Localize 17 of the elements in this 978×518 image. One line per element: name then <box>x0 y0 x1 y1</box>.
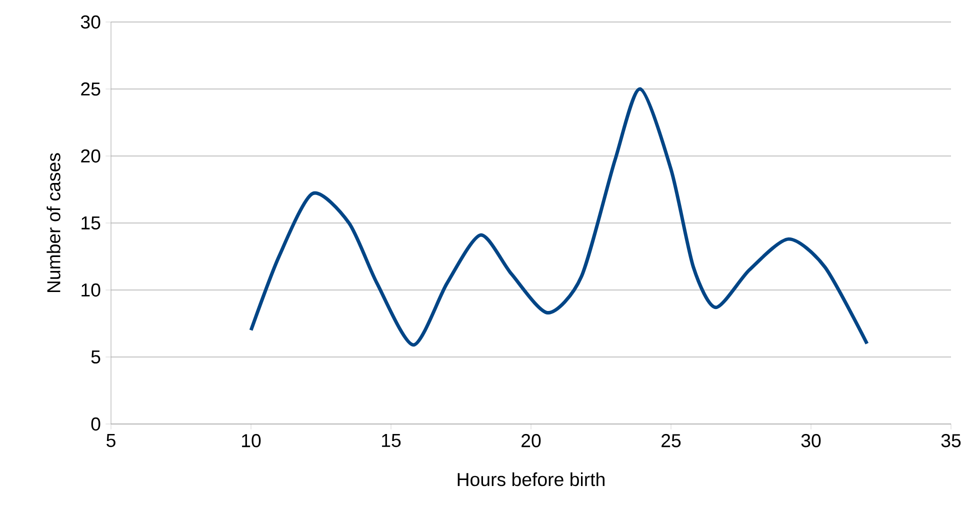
y-tick-label: 25 <box>81 82 100 96</box>
x-tick-label: 25 <box>662 434 681 448</box>
x-tick-label: 15 <box>382 434 401 448</box>
x-tick-label: 5 <box>106 434 116 448</box>
y-tick-label: 30 <box>80 15 100 29</box>
x-tick-label: 30 <box>801 434 821 448</box>
line-series <box>249 87 869 347</box>
y-tick-label: 15 <box>82 216 100 230</box>
y-tick-label: 10 <box>82 283 100 297</box>
y-tick-label: 20 <box>81 149 100 163</box>
y-tick-label: 5 <box>91 350 100 364</box>
y-axis-title: Number of cases <box>46 153 60 292</box>
x-tick-label: 10 <box>242 434 261 448</box>
x-axis-title: Hours before birth <box>458 472 604 486</box>
x-tick-label: 20 <box>522 434 541 448</box>
y-tick-label: 0 <box>91 417 100 431</box>
x-tick-label: 35 <box>941 434 961 448</box>
